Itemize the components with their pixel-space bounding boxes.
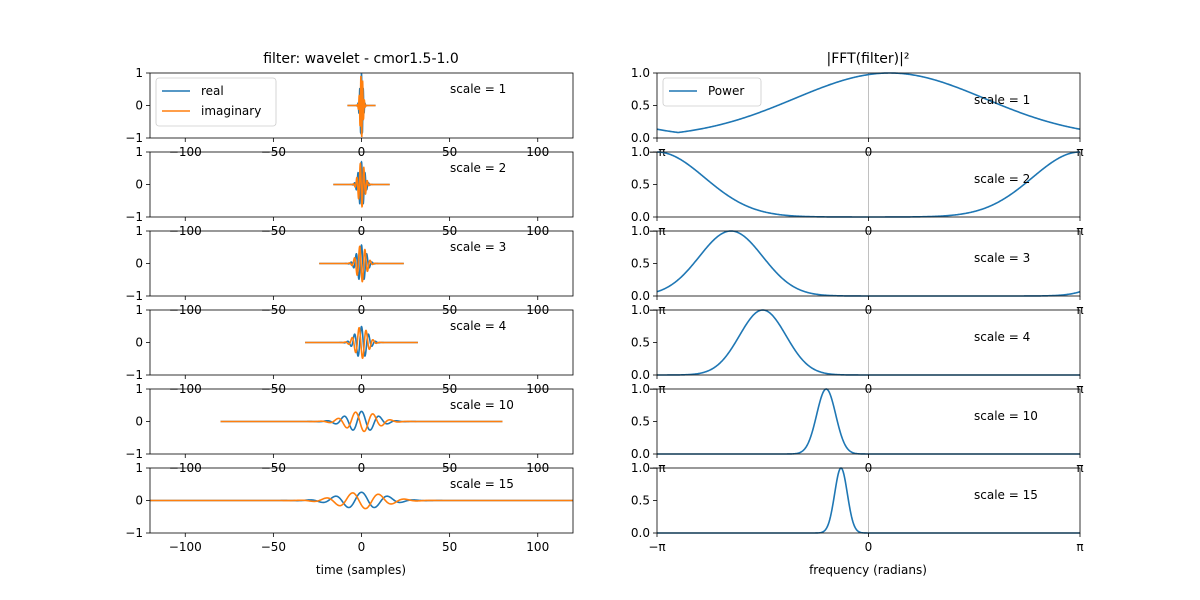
scale-annotation: scale = 4	[450, 319, 506, 333]
imaginary-series-line	[305, 326, 418, 360]
x-tick-label: −50	[261, 540, 286, 554]
y-tick-label: 1	[135, 303, 143, 317]
scale-annotation: scale = 1	[450, 82, 506, 96]
right-column-title: |FFT(filter)|²	[827, 51, 910, 67]
y-tick-label: 0.5	[631, 99, 650, 113]
y-tick-label: 0.0	[631, 368, 650, 382]
y-tick-label: 1.0	[631, 224, 650, 238]
y-tick-label: 0.0	[631, 210, 650, 224]
y-tick-label: 0	[135, 99, 143, 113]
y-tick-label: 0.5	[631, 336, 650, 350]
y-tick-label: −1	[125, 368, 143, 382]
y-tick-label: 1.0	[631, 145, 650, 159]
x-tick-label: 0	[358, 540, 366, 554]
legend-label-real: real	[201, 84, 224, 98]
y-tick-label: 1	[135, 461, 143, 475]
imaginary-series-line	[220, 411, 503, 433]
y-tick-label: 0	[135, 257, 143, 271]
scale-annotation: scale = 10	[974, 409, 1038, 423]
x-tick-label: π	[1076, 540, 1083, 554]
scale-annotation: scale = 15	[450, 477, 514, 491]
scale-annotation: scale = 2	[450, 161, 506, 175]
y-tick-label: 0.5	[631, 178, 650, 192]
imaginary-series-line	[150, 492, 573, 510]
legend-box	[155, 77, 277, 127]
legend-label-power: Power	[708, 84, 744, 98]
x-tick-label: 50	[442, 540, 457, 554]
time-panel-scale-15: −1 0 1 −100 −50 0 50 100 scale = 15	[125, 461, 574, 554]
y-tick-label: −1	[125, 289, 143, 303]
y-tick-label: 1	[135, 382, 143, 396]
y-tick-label: 1.0	[631, 461, 650, 475]
y-tick-label: 0	[135, 178, 143, 192]
y-tick-label: 0	[135, 336, 143, 350]
y-tick-label: 0.0	[631, 526, 650, 540]
power-series-line	[656, 72, 1081, 134]
scale-annotation: scale = 1	[974, 93, 1030, 107]
y-tick-label: 0.5	[631, 257, 650, 271]
left-legend: real imaginary	[155, 77, 277, 127]
legend-box	[662, 77, 762, 107]
y-tick-label: 0	[135, 415, 143, 429]
y-tick-label: 1.0	[631, 66, 650, 80]
y-tick-label: 0.5	[631, 494, 650, 508]
x-tick-label: 100	[526, 540, 549, 554]
y-tick-label: 1	[135, 145, 143, 159]
y-tick-label: 0.0	[631, 289, 650, 303]
y-tick-label: 0.0	[631, 447, 650, 461]
y-tick-label: 0.0	[631, 131, 650, 145]
right-x-axis-label: frequency (radians)	[809, 563, 927, 577]
left-x-axis-label: time (samples)	[316, 563, 406, 577]
imaginary-series-line	[347, 75, 376, 138]
y-tick-label: 1	[135, 224, 143, 238]
x-tick-label: −π	[648, 540, 665, 554]
left-column-title: filter: wavelet - cmor1.5-1.0	[263, 51, 459, 67]
y-tick-label: 0.5	[631, 415, 650, 429]
imaginary-series-line	[333, 162, 390, 209]
imaginary-series-line	[319, 245, 404, 283]
x-tick-label: −100	[169, 540, 202, 554]
scale-annotation: scale = 3	[450, 240, 506, 254]
y-tick-label: −1	[125, 210, 143, 224]
scale-annotation: scale = 4	[974, 330, 1030, 344]
scale-annotation: scale = 2	[974, 172, 1030, 186]
y-tick-label: −1	[125, 131, 143, 145]
spectrum-panel-scale-15: 0.0 0.5 1.0 −π 0 π scale = 15	[631, 461, 1084, 554]
y-tick-label: 0	[135, 494, 143, 508]
y-tick-label: 1.0	[631, 382, 650, 396]
y-tick-label: 1.0	[631, 303, 650, 317]
y-tick-label: −1	[125, 526, 143, 540]
x-tick-label: 0	[865, 540, 873, 554]
y-tick-label: −1	[125, 447, 143, 461]
scale-annotation: scale = 15	[974, 488, 1038, 502]
right-legend: Power	[662, 77, 762, 107]
legends-layer: real imaginary Power	[155, 77, 762, 127]
y-tick-label: 1	[135, 66, 143, 80]
scale-annotation: scale = 3	[974, 251, 1030, 265]
scale-annotation: scale = 10	[450, 398, 514, 412]
legend-label-imaginary: imaginary	[201, 104, 261, 118]
